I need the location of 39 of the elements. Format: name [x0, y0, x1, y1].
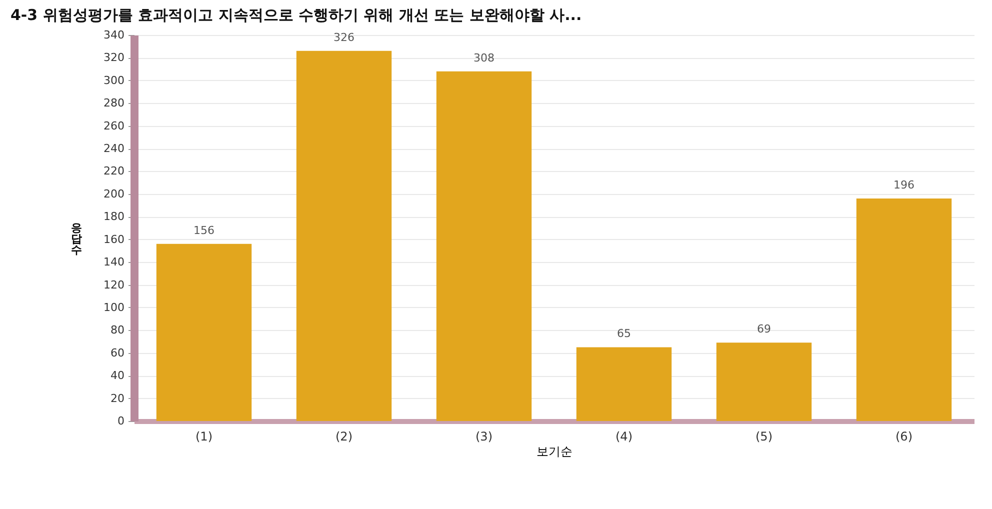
bar	[856, 198, 952, 421]
x-tick-label: (6)	[896, 430, 912, 444]
y-tick-label: 60	[110, 346, 124, 360]
y-tick-label: 100	[104, 300, 124, 314]
y-tick-label: 120	[104, 278, 124, 292]
data-label: 196	[894, 178, 914, 192]
y-tick-label: 40	[110, 369, 124, 382]
y-tick-label: 240	[104, 142, 124, 156]
x-tick-label: (4)	[616, 430, 632, 444]
y-tick-label: 200	[104, 187, 124, 200]
y-tick-label: 300	[104, 74, 124, 87]
data-label: 65	[617, 327, 631, 340]
y-tick-label: 80	[110, 324, 124, 337]
y-tick-label: 340	[104, 28, 124, 42]
y-tick-label: 320	[104, 51, 124, 64]
bar	[716, 342, 812, 421]
bar	[156, 244, 252, 421]
x-tick-label: (1)	[196, 430, 212, 444]
bar	[296, 50, 392, 421]
y-tick-label: 140	[104, 256, 124, 269]
y-tick-label: 20	[110, 392, 124, 405]
data-label: 156	[194, 224, 214, 237]
y-axis-title: 응답수	[71, 222, 82, 256]
bar	[436, 71, 532, 421]
y-tick-label: 180	[104, 210, 124, 224]
x-tick-label: (5)	[756, 430, 772, 444]
chart-title: 4-3 위험성평가를 효과적이고 지속적으로 수행하기 위해 개선 또는 보완해야할 사...	[10, 6, 582, 24]
x-axis-title: 보기순	[536, 444, 572, 458]
y-tick-label: 160	[104, 232, 124, 246]
y-tick-label: 220	[104, 164, 124, 178]
x-tick-label: (2)	[336, 430, 352, 444]
data-label: 69	[757, 322, 771, 336]
data-label: 326	[334, 30, 354, 44]
x-tick-label: (3)	[476, 430, 492, 444]
y-tick-label: 280	[104, 96, 124, 110]
y-tick-label: 0	[118, 414, 124, 428]
bar	[576, 347, 672, 421]
data-label: 308	[474, 51, 494, 64]
y-tick-label: 260	[104, 119, 124, 132]
